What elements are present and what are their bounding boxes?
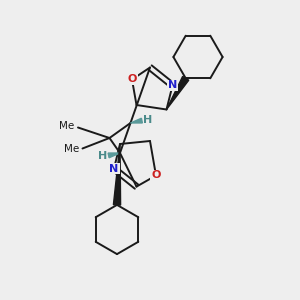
Text: O: O bbox=[127, 74, 137, 85]
Text: Me: Me bbox=[64, 144, 79, 154]
Polygon shape bbox=[130, 118, 142, 123]
Polygon shape bbox=[113, 144, 121, 205]
Text: N: N bbox=[110, 164, 118, 174]
Polygon shape bbox=[167, 76, 189, 110]
Text: H: H bbox=[98, 151, 107, 161]
Text: N: N bbox=[168, 80, 177, 91]
Text: H: H bbox=[143, 115, 152, 125]
Polygon shape bbox=[108, 153, 120, 158]
Text: Me: Me bbox=[59, 121, 74, 131]
Text: O: O bbox=[151, 170, 161, 181]
